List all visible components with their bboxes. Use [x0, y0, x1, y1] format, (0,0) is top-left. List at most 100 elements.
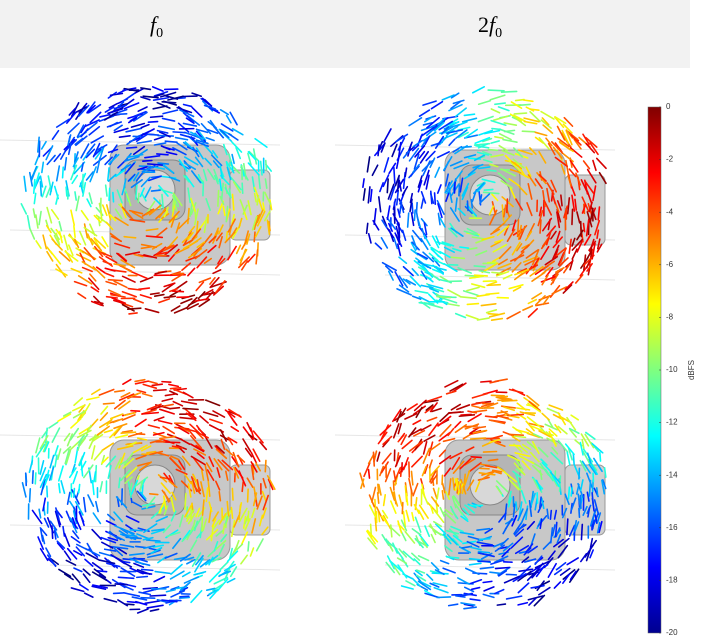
field-vector: [402, 440, 412, 448]
field-vector: [106, 185, 107, 196]
colorbar-tick-label: -4: [666, 207, 674, 216]
field-vector: [164, 442, 180, 443]
field-vector: [471, 438, 486, 439]
field-vector: [153, 87, 163, 91]
field-vector: [148, 425, 159, 428]
field-vector: [218, 191, 219, 206]
field-vector: [403, 230, 406, 240]
field-vector: [155, 572, 170, 574]
field-vector: [170, 408, 180, 409]
field-vector: [470, 563, 481, 565]
field-vector: [480, 468, 489, 469]
field-vector: [155, 137, 164, 140]
field-vector: [154, 577, 164, 582]
field-vector: [448, 429, 453, 436]
field-vector: [140, 295, 151, 298]
field-vector: [540, 220, 541, 233]
field-vector: [206, 400, 220, 405]
field-vector: [518, 220, 519, 235]
field-vector: [164, 296, 175, 297]
colorbar-tick-label: -18: [666, 576, 678, 585]
field-vector: [158, 163, 168, 164]
field-vector: [470, 559, 481, 560]
field-vector: [165, 394, 175, 396]
field-vector: [124, 237, 135, 238]
colorbar-tick-label: 0: [666, 102, 671, 111]
field-vector: [55, 455, 57, 466]
colorbar-axis: 0-2-4-6-8-10-12-14-16-18-20: [659, 102, 678, 637]
field-vector: [34, 180, 35, 193]
field-vector: [524, 121, 536, 123]
field-vector: [36, 215, 38, 228]
field-vector: [373, 452, 374, 466]
field-vector: [573, 454, 574, 465]
field-vector: [87, 397, 99, 400]
field-vector: [413, 484, 418, 496]
field-vector: [118, 600, 127, 606]
field-vector: [71, 588, 83, 591]
field-vector: [600, 452, 601, 461]
field-vector: [415, 517, 420, 532]
field-vector: [531, 586, 544, 588]
field-vector: [497, 604, 505, 605]
field-vector: [447, 391, 456, 394]
field-vector: [414, 210, 415, 220]
field-vector: [171, 306, 179, 311]
field-vector: [384, 158, 388, 172]
colorbar-label: dBFS: [687, 360, 696, 380]
field-vector: [542, 413, 549, 419]
field-vector: [567, 519, 568, 535]
field-vector: [159, 126, 175, 129]
field-vector: [487, 170, 496, 171]
field-vector: [183, 408, 198, 409]
field-vector: [129, 313, 137, 314]
field-vector: [461, 594, 471, 595]
field-vector: [150, 609, 158, 611]
field-vector: [402, 586, 413, 589]
field-vector: [402, 503, 403, 514]
field-vector: [424, 442, 427, 454]
field-vector: [412, 456, 422, 466]
field-vector: [160, 409, 174, 414]
field-vector: [539, 588, 550, 595]
colorbar-tick-label: -2: [666, 155, 674, 164]
field-vector: [155, 295, 164, 297]
field-vector: [92, 530, 101, 540]
field-vector: [96, 502, 98, 512]
field-vector: [384, 495, 386, 506]
field-vector: [455, 422, 461, 428]
field-vector: [483, 581, 492, 582]
field-vector: [231, 567, 237, 576]
field-vector: [57, 166, 60, 181]
field-vector: [398, 244, 401, 255]
field-vector: [445, 381, 458, 387]
field-vector: [73, 472, 77, 484]
field-vector: [65, 434, 70, 441]
field-vector: [518, 603, 527, 605]
field-vector: [199, 278, 210, 282]
field-vector: [472, 394, 487, 398]
field-vector: [151, 116, 163, 117]
field-vector: [124, 593, 140, 596]
field-vector: [141, 125, 149, 128]
field-vector: [242, 482, 243, 491]
field-vector: [430, 524, 435, 534]
field-vector: [456, 314, 466, 318]
field-vector: [265, 460, 266, 471]
field-vector: [93, 481, 94, 495]
field-vector: [141, 598, 155, 599]
field-vector: [560, 476, 561, 491]
field-vector: [554, 582, 560, 588]
field-vector: [412, 203, 413, 213]
field-vector: [61, 481, 64, 493]
field-vector: [47, 155, 55, 164]
field-vector: [89, 193, 92, 203]
field-vector: [412, 213, 414, 225]
field-vector: [248, 511, 249, 521]
field-vector: [380, 183, 383, 192]
field-vector: [378, 493, 379, 503]
field-vector: [183, 392, 192, 397]
field-vector: [440, 450, 446, 456]
field-vector: [589, 481, 590, 496]
field-vector: [172, 291, 183, 292]
